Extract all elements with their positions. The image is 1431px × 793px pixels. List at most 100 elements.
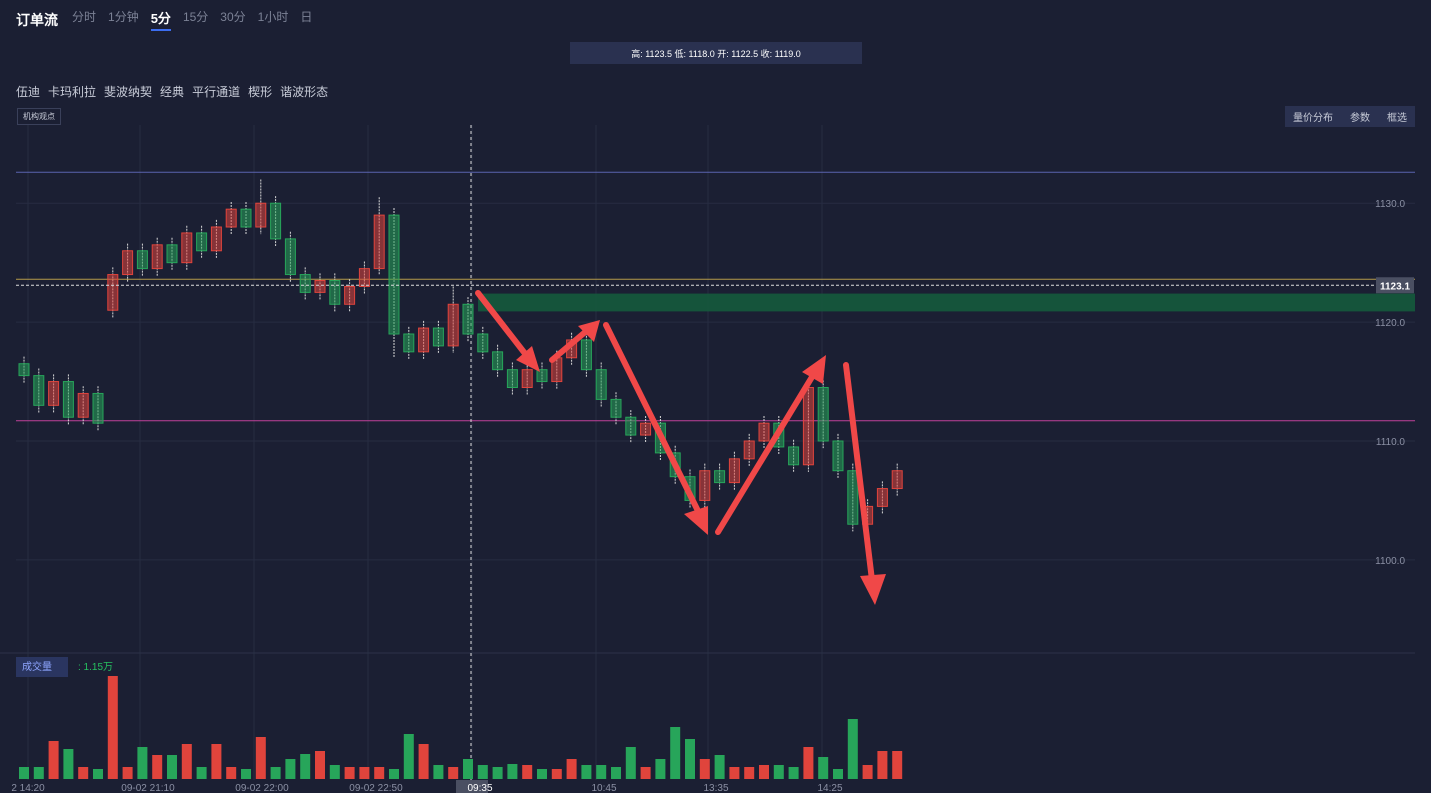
arrow-head	[802, 355, 826, 384]
candle-body	[492, 351, 504, 371]
x-tick-label: 09-02 21:10	[121, 783, 175, 793]
toolbar: 订单流 分时 1分钟 5分 15分 30分 1小时日	[16, 8, 312, 31]
tool-tab[interactable]: 谐波形态	[280, 85, 329, 99]
volume-bar	[329, 765, 340, 779]
volume-bar	[773, 765, 784, 779]
tool-tab[interactable]: 经典	[160, 85, 185, 99]
volume-tab[interactable]	[16, 657, 68, 677]
view-badge[interactable]: 机构观点	[17, 108, 61, 125]
volume-bar	[196, 767, 207, 779]
volume-bar	[759, 765, 769, 779]
volume-bar	[48, 741, 59, 779]
volume-bar	[699, 759, 710, 779]
candle-body	[477, 333, 489, 353]
tool-tab[interactable]: 卡玛利拉	[48, 85, 97, 99]
candle-body	[225, 208, 237, 228]
candle-body	[344, 285, 356, 305]
candle-body	[136, 250, 148, 270]
volume-bar	[566, 759, 577, 779]
volume-bar	[862, 765, 873, 779]
volume-bar	[226, 767, 237, 779]
candle-body	[625, 416, 637, 436]
period-tab[interactable]: 15分	[182, 10, 209, 24]
candle-body	[358, 268, 370, 287]
candle-body	[77, 392, 89, 418]
right-button[interactable]: 参数	[1350, 113, 1370, 124]
y-tick-label: 1110.0	[1376, 437, 1406, 448]
title[interactable]: 订单流	[16, 11, 58, 28]
volume-bar	[640, 767, 651, 779]
candle-body	[876, 488, 888, 507]
candle-body	[62, 381, 74, 418]
tool-tab[interactable]: 斐波纳契	[104, 85, 153, 99]
tool-tab[interactable]: 楔形	[248, 85, 273, 99]
candle-body	[580, 339, 592, 371]
volume-bar	[714, 755, 725, 779]
arrow	[715, 369, 818, 535]
volume-bar	[152, 755, 163, 779]
tool-tab[interactable]: 伍迪	[16, 85, 41, 99]
candle-body	[33, 375, 45, 406]
right-buttons: 量价分布 参数 框选	[1285, 106, 1415, 127]
last-price-box	[1376, 277, 1414, 294]
candle-body	[788, 446, 800, 466]
arrow-head	[516, 346, 540, 372]
volume-bar	[670, 727, 681, 779]
volume-bar	[167, 755, 177, 779]
candle-body	[506, 369, 518, 388]
right-button[interactable]: 框选	[1387, 113, 1407, 124]
volume-label: 成交量	[22, 660, 52, 673]
period-tab[interactable]: 5分	[150, 8, 171, 31]
candle-body	[92, 392, 104, 424]
period-tab[interactable]: 分时	[72, 10, 97, 24]
volume-bar	[581, 765, 592, 779]
volume-bar	[300, 754, 311, 779]
y-tick-label: 1130.0	[1375, 199, 1405, 210]
volume-bar	[833, 769, 843, 779]
volume-bar	[211, 744, 222, 779]
arrow-head	[860, 574, 886, 605]
candle-body	[270, 202, 282, 240]
volume-bar	[463, 759, 473, 779]
candle-body	[699, 470, 711, 501]
candle-body	[373, 214, 385, 270]
volume-bar	[477, 765, 488, 779]
volume-bar	[537, 769, 547, 779]
candle-body	[107, 274, 119, 311]
candle-body	[462, 303, 474, 335]
candle-body	[832, 440, 844, 472]
candle-body	[802, 387, 814, 466]
volume-bar	[625, 747, 636, 779]
volume-bar	[255, 737, 266, 779]
tool-tab[interactable]: 平行通道	[192, 85, 241, 99]
right-button[interactable]: 量价分布	[1293, 113, 1333, 124]
candle-body	[728, 458, 740, 484]
volume-bar	[241, 769, 251, 779]
candle-body	[255, 202, 267, 228]
volume-bar	[359, 767, 370, 779]
candle-body	[817, 387, 829, 442]
period-tab[interactable]: 1分钟	[108, 10, 139, 24]
candle-body	[240, 208, 252, 228]
annotations	[475, 290, 886, 605]
crosshair-time-box	[456, 780, 488, 793]
volume-bar	[374, 767, 385, 779]
volume-bar	[551, 769, 562, 779]
candle-body	[403, 333, 415, 353]
period-tab[interactable]: 1小时	[257, 10, 289, 24]
volume-bar	[877, 751, 888, 779]
volume-bar	[181, 744, 192, 779]
period-tab[interactable]: 30分	[220, 10, 246, 24]
zone	[478, 293, 1415, 312]
candle-body	[521, 369, 533, 388]
period-tab[interactable]: 日	[300, 10, 313, 24]
volume-bar	[744, 767, 755, 779]
volume-bar	[403, 734, 414, 779]
candle-body	[536, 369, 548, 383]
volume-bar	[522, 765, 533, 779]
candle-body	[758, 422, 770, 442]
x-tick-label: 13:35	[703, 783, 728, 793]
volume-bar	[137, 747, 148, 779]
